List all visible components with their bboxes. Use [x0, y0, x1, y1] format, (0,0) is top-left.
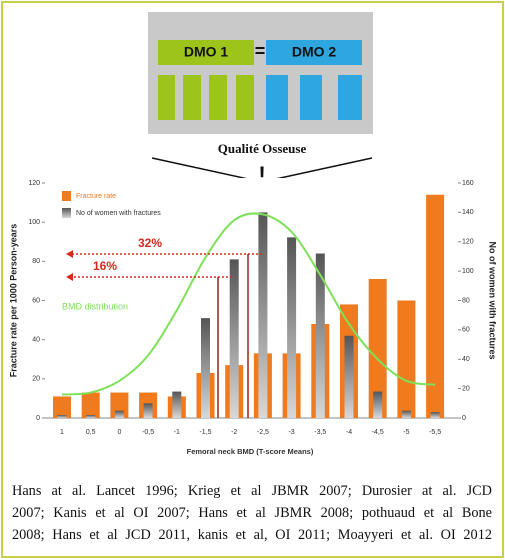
bar [397, 300, 416, 418]
y2-tick-label: 80 [462, 297, 470, 304]
x-tick-label: -3 [288, 429, 294, 436]
bar-secondary [258, 212, 268, 418]
x-tick-label: 1 [60, 429, 64, 436]
y-tick-label: 100 [28, 219, 40, 226]
x-tick-label: 0 [117, 429, 121, 436]
bar [53, 396, 71, 418]
y2-tick-label: 100 [462, 268, 474, 275]
citation-line: 2008; Hans et al JCD 2011, kanis et al, … [12, 527, 492, 543]
legend-label: BMD distribution [62, 301, 128, 311]
bar-secondary [430, 412, 440, 418]
y2-tick-label: 120 [462, 239, 474, 246]
bar-secondary [86, 415, 96, 418]
legend-label: No of women with fractures [76, 210, 161, 217]
y2-tick-label: 40 [462, 356, 470, 363]
x-tick-label: -2,5 [257, 429, 269, 436]
x-tick-label: -0,5 [142, 429, 154, 436]
dmo2-label: DMO 2 [292, 44, 337, 60]
y-tick-label: 40 [32, 337, 40, 344]
bar-secondary [287, 237, 297, 418]
y-tick-label: 0 [36, 415, 40, 422]
y2-axis-label: No of women with fractures [488, 241, 498, 359]
y-tick-label: 120 [28, 180, 40, 187]
x-axis-label: Femoral neck BMD (T-score Means) [187, 447, 314, 456]
chart: 0 20 40 60 80 100 120 0 20 40 60 80 100 120 140 160 1 0,5… [8, 178, 498, 456]
dmo1-label: DMO 1 [184, 44, 229, 60]
bar-secondary [315, 253, 325, 418]
y-axis-label: Fracture rate per 1000 Person-years [8, 224, 18, 378]
y2-tick-label: 140 [462, 209, 474, 216]
legend-swatch [62, 191, 71, 201]
y-tick-label: 20 [32, 376, 40, 383]
x-tick-label: -5,5 [429, 429, 441, 436]
caption: Qualité Osseuse [218, 141, 307, 156]
x-tick-label: -1 [174, 429, 180, 436]
x-tick-label: 0,5 [86, 429, 96, 436]
citation-line: Hans at al. Lancet 1996; Krieg et al JBM… [12, 483, 492, 499]
legend-swatch [62, 208, 71, 218]
bar-secondary [114, 410, 124, 418]
bar-secondary [344, 335, 354, 418]
y-tick-label: 60 [32, 297, 40, 304]
annotation: 32% [138, 236, 162, 250]
figure: DMO 1 = DMO 2 Qualité Osseuse ! 02040608… [8, 12, 498, 456]
y2-tick-label: 0 [462, 415, 466, 422]
x-tick-label: -1,5 [199, 429, 211, 436]
citation: Hans at al. Lancet 1996; Krieg et al JBM… [12, 480, 492, 546]
citation-line: 2007; Kanis et al OI 2007; Hans et al JB… [12, 505, 492, 521]
annotation: 16% [93, 259, 117, 273]
bar-secondary [143, 403, 153, 418]
bar-secondary [57, 415, 67, 418]
equals: = [255, 41, 266, 61]
bar-secondary [401, 410, 411, 418]
x-tick-label: -5 [403, 429, 409, 436]
bar-secondary [172, 391, 182, 418]
bar [81, 392, 100, 418]
x-tick-label: -4 [346, 429, 352, 436]
legend-label: Fracture rate [76, 193, 116, 200]
y2-tick-label: 60 [462, 327, 470, 334]
y2-tick-label: 20 [462, 385, 470, 392]
x-tick-label: -2 [231, 429, 237, 436]
blue-columns [266, 75, 362, 120]
x-tick-label: -4,5 [372, 429, 384, 436]
x-tick-label: -3,5 [314, 429, 326, 436]
bar-secondary [201, 318, 210, 418]
bar-secondary [229, 259, 239, 418]
bar-secondary [373, 391, 383, 418]
y-tick-label: 80 [32, 258, 40, 265]
y2-tick-label: 160 [462, 180, 474, 187]
